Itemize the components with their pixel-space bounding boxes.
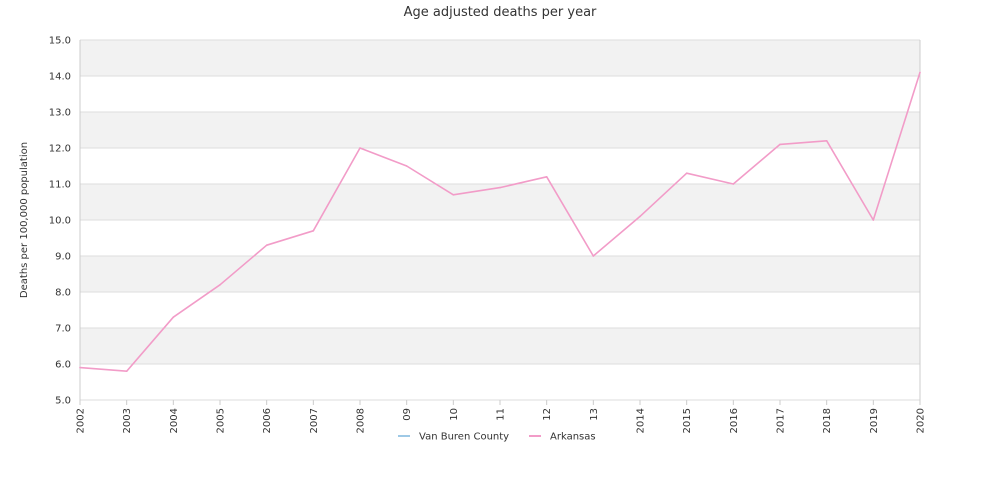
x-tick-label: 2015 — [682, 408, 693, 433]
plot-background-bands — [80, 40, 920, 364]
x-tick-label: 2002 — [76, 408, 87, 433]
gridlines — [79, 39, 921, 401]
legend-label: Arkansas — [550, 432, 596, 443]
x-tick-label: 2007 — [309, 408, 320, 433]
x-tick-label: 2017 — [776, 408, 787, 433]
y-axis-ticks: 5.0 6.0 7.0 8.0 9.0 10.0 11.0 12.0 13.0 14.0 15.0 — [49, 36, 71, 407]
x-tick-label: 2004 — [169, 408, 180, 433]
x-tick-label: 2018 — [822, 408, 833, 433]
grid-band — [80, 256, 920, 292]
x-tick-label: 09 — [402, 408, 413, 421]
data-point — [359, 147, 361, 149]
y-tick-label: 15.0 — [49, 36, 71, 47]
grid-band — [80, 112, 920, 148]
data-point — [219, 284, 221, 286]
x-tick-label: 13 — [589, 408, 600, 421]
data-point — [779, 143, 781, 146]
y-tick-label: 7.0 — [55, 324, 71, 335]
data-point — [592, 255, 595, 257]
x-tick-label: 2020 — [916, 408, 927, 433]
x-tick-label: 2008 — [356, 408, 367, 433]
data-point — [312, 230, 315, 232]
legend: Van Buren County Arkansas — [398, 432, 596, 443]
x-tick-label: 2005 — [216, 408, 227, 433]
data-point — [265, 244, 268, 246]
y-tick-label: 11.0 — [49, 180, 71, 191]
data-point — [825, 140, 828, 142]
data-point — [685, 172, 688, 174]
x-tick-label: 10 — [449, 408, 460, 421]
data-point — [499, 186, 501, 189]
grid-band — [80, 184, 920, 220]
x-tick-label: 2006 — [262, 408, 273, 433]
y-tick-label: 9.0 — [55, 252, 71, 263]
x-tick-label: 2014 — [636, 408, 647, 433]
x-tick-label: 2003 — [122, 408, 133, 433]
x-tick-label: 2019 — [869, 408, 880, 433]
x-tick-label: 11 — [496, 408, 507, 421]
y-tick-label: 14.0 — [49, 72, 71, 83]
y-tick-label: 10.0 — [49, 216, 71, 227]
x-tick-label: 12 — [542, 408, 553, 421]
x-axis-ticks: 2002 2003 2004 2005 2006 2007 2008 09 10 11 12 13 20… — [76, 400, 927, 433]
x-tick-label: 2016 — [729, 408, 740, 433]
data-point — [732, 183, 735, 185]
data-point — [79, 366, 81, 369]
y-axis-label: Deaths per 100,000 population — [19, 142, 30, 298]
series-lines — [79, 71, 921, 373]
grid-band — [80, 328, 920, 364]
legend-label: Van Buren County — [419, 432, 509, 443]
data-point — [872, 219, 875, 221]
grid-band — [80, 40, 920, 76]
data-point — [639, 215, 641, 218]
data-point — [452, 194, 455, 196]
chart-title: Age adjusted deaths per year — [404, 5, 597, 20]
y-tick-label: 12.0 — [49, 144, 71, 155]
data-point — [125, 370, 128, 373]
y-tick-label: 8.0 — [55, 288, 71, 299]
y-tick-label: 13.0 — [49, 108, 71, 119]
data-point — [405, 165, 408, 167]
y-tick-label: 5.0 — [55, 396, 71, 407]
y-tick-label: 6.0 — [55, 360, 71, 371]
data-point — [545, 176, 548, 178]
data-point — [172, 316, 175, 319]
data-point — [919, 71, 921, 74]
